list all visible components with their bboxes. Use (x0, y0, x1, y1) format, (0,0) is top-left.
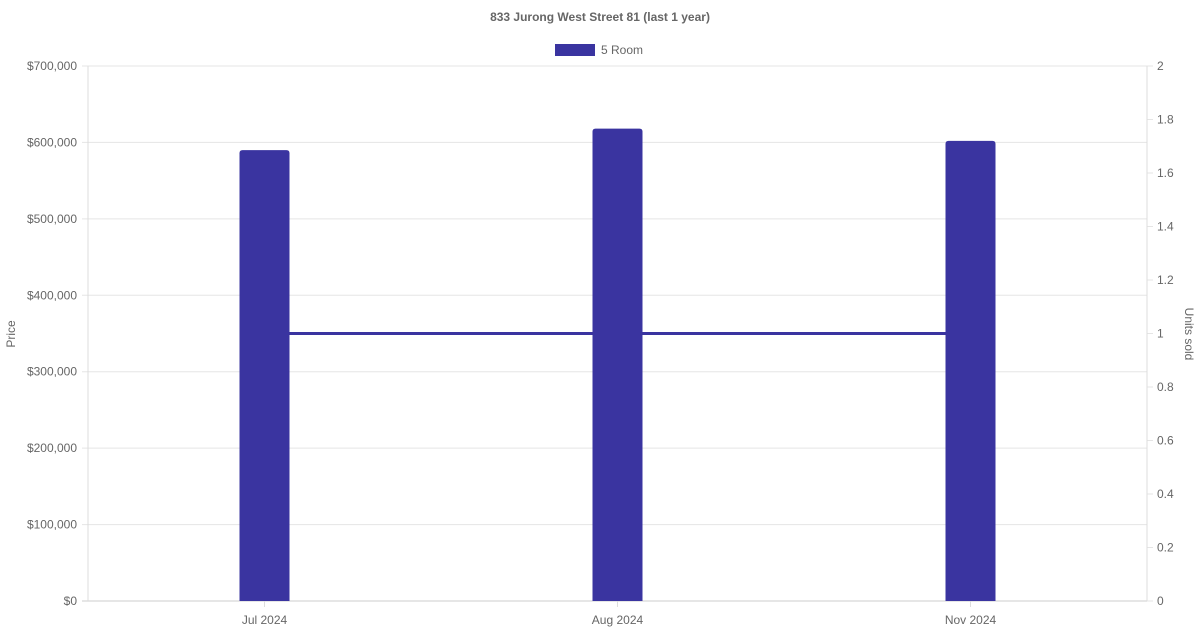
y2-tick-label: 1.2 (1157, 273, 1174, 287)
x-tick-label: Jul 2024 (242, 613, 288, 627)
legend-swatch (555, 44, 595, 56)
chart-title: 833 Jurong West Street 81 (last 1 year) (490, 10, 710, 24)
bar (945, 140, 996, 601)
y2-tick-label: 0.8 (1157, 380, 1174, 394)
y2-axis-label: Units sold (1182, 308, 1196, 361)
y-tick-label: $400,000 (27, 288, 77, 302)
y2-tick-label: 0 (1157, 594, 1164, 608)
y2-tick-label: 1.6 (1157, 166, 1174, 180)
bar (592, 128, 643, 601)
y2-tick-label: 1.8 (1157, 113, 1174, 127)
y2-tick-label: 0.4 (1157, 487, 1174, 501)
x-tick-label: Nov 2024 (945, 613, 997, 627)
legend[interactable]: 5 Room (555, 43, 643, 57)
y-tick-label: $0 (64, 594, 78, 608)
y2-tick-label: 0.2 (1157, 541, 1174, 555)
y2-tick-label: 0.6 (1157, 434, 1174, 448)
y-tick-label: $100,000 (27, 518, 77, 532)
y-tick-label: $700,000 (27, 59, 77, 73)
y2-tick-label: 1 (1157, 327, 1164, 341)
y-tick-label: $200,000 (27, 441, 77, 455)
legend-label: 5 Room (601, 43, 643, 57)
bar (239, 150, 290, 602)
x-tick-label: Aug 2024 (592, 613, 644, 627)
y-tick-label: $600,000 (27, 135, 77, 149)
y-axis-label: Price (4, 320, 18, 348)
y-tick-label: $300,000 (27, 365, 77, 379)
y2-tick-label: 1.4 (1157, 220, 1174, 234)
y2-tick-label: 2 (1157, 59, 1164, 73)
y-tick-label: $500,000 (27, 212, 77, 226)
